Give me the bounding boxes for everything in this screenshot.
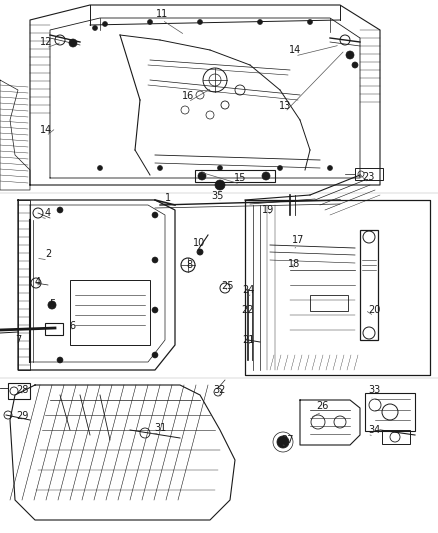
Text: 13: 13 <box>279 101 291 111</box>
Circle shape <box>352 62 358 68</box>
Text: 29: 29 <box>16 411 28 421</box>
Text: 6: 6 <box>69 321 75 331</box>
Text: 5: 5 <box>49 299 55 309</box>
Circle shape <box>258 20 262 25</box>
Circle shape <box>148 20 152 25</box>
Text: 20: 20 <box>368 305 380 315</box>
Bar <box>382 430 410 444</box>
Text: 27: 27 <box>281 435 293 445</box>
Circle shape <box>152 257 158 263</box>
Text: 8: 8 <box>186 260 192 270</box>
Text: 33: 33 <box>368 385 380 395</box>
Text: 21: 21 <box>242 335 254 345</box>
Circle shape <box>152 212 158 218</box>
Circle shape <box>277 436 289 448</box>
Text: 16: 16 <box>182 91 194 101</box>
Circle shape <box>57 207 63 213</box>
Bar <box>365 393 415 431</box>
Circle shape <box>197 249 203 255</box>
Text: 14: 14 <box>289 45 301 55</box>
Circle shape <box>328 166 332 171</box>
Text: 23: 23 <box>362 172 374 182</box>
Circle shape <box>198 20 202 25</box>
Circle shape <box>262 172 270 180</box>
Circle shape <box>278 166 283 171</box>
Text: 4: 4 <box>35 277 41 287</box>
Circle shape <box>218 166 223 171</box>
Text: 25: 25 <box>222 281 234 291</box>
Text: 24: 24 <box>242 285 254 295</box>
Text: 35: 35 <box>212 191 224 201</box>
Text: 4: 4 <box>45 208 51 218</box>
Text: 32: 32 <box>214 385 226 395</box>
Circle shape <box>346 51 354 59</box>
Bar <box>310 295 348 311</box>
Circle shape <box>152 352 158 358</box>
Text: 1: 1 <box>165 193 171 203</box>
Circle shape <box>102 21 107 27</box>
Bar <box>355 168 383 180</box>
Text: 26: 26 <box>316 401 328 411</box>
Circle shape <box>158 166 162 171</box>
Bar <box>8 383 30 399</box>
Circle shape <box>57 357 63 363</box>
Bar <box>360 230 378 340</box>
Circle shape <box>307 20 312 25</box>
Circle shape <box>198 172 206 180</box>
Circle shape <box>92 26 98 30</box>
Text: 10: 10 <box>193 238 205 248</box>
Circle shape <box>48 301 56 309</box>
Bar <box>45 323 63 335</box>
Circle shape <box>215 180 225 190</box>
Text: 12: 12 <box>40 37 52 47</box>
Bar <box>18 200 30 370</box>
Bar <box>70 280 150 345</box>
Text: 28: 28 <box>16 385 28 395</box>
Text: 11: 11 <box>156 9 168 19</box>
Text: 14: 14 <box>40 125 52 135</box>
Circle shape <box>69 39 77 47</box>
Text: 7: 7 <box>15 335 21 345</box>
Bar <box>195 170 275 182</box>
Text: 15: 15 <box>234 173 246 183</box>
Text: 19: 19 <box>262 205 274 215</box>
Text: 31: 31 <box>154 423 166 433</box>
Text: 2: 2 <box>45 249 51 259</box>
Text: 17: 17 <box>292 235 304 245</box>
Text: 18: 18 <box>288 259 300 269</box>
Circle shape <box>98 166 102 171</box>
Text: 34: 34 <box>368 425 380 435</box>
Text: 22: 22 <box>242 305 254 315</box>
Circle shape <box>152 307 158 313</box>
